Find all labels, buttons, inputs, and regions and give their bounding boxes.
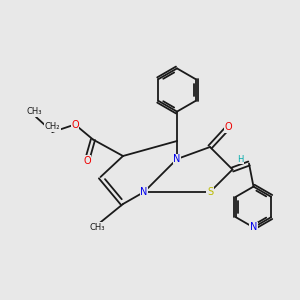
Text: O: O [71,119,79,130]
Text: O: O [83,155,91,166]
Text: H: H [238,154,244,164]
Text: CH₃: CH₃ [90,223,105,232]
Text: N: N [250,222,257,233]
Text: CH₃: CH₃ [27,107,42,116]
Text: O: O [224,122,232,133]
Text: S: S [207,187,213,197]
Text: N: N [140,187,148,197]
Text: CH₂: CH₂ [45,122,60,131]
Text: N: N [173,154,181,164]
